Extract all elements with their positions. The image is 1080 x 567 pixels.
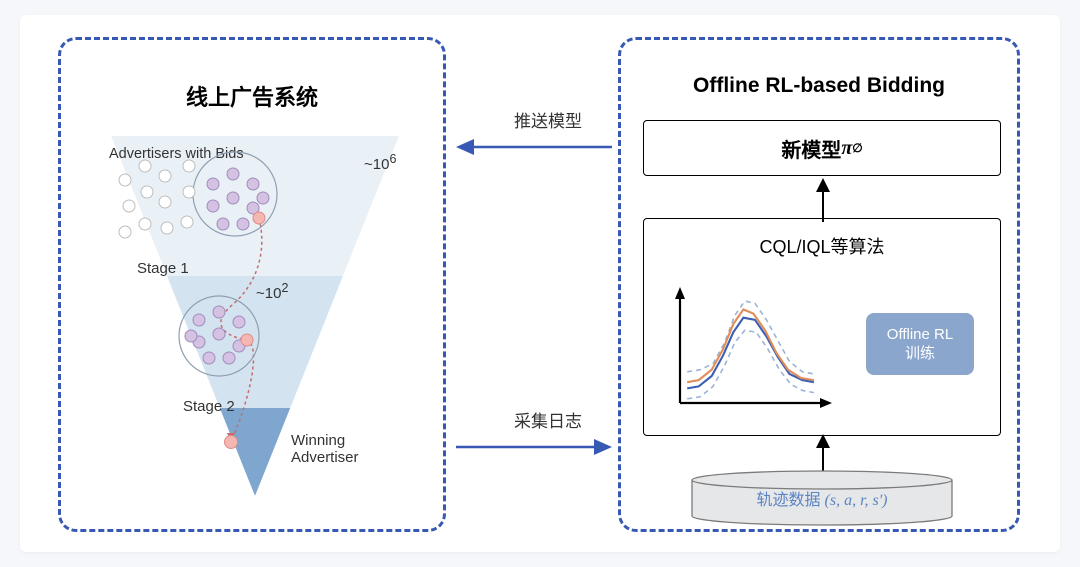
pi-symbol: π bbox=[841, 137, 852, 160]
trajectory-label: 轨迹数据 (s, a, r, sʹ) bbox=[687, 486, 957, 510]
funnel-dots bbox=[111, 136, 399, 500]
new-model-prefix: 新模型 bbox=[781, 134, 841, 163]
right-panel: Offline RL-based Bidding 新模型 π ∅ CQL/IQL… bbox=[618, 37, 1020, 532]
badge-line1: Offline RL bbox=[887, 325, 953, 345]
label-collect-log: 采集日志 bbox=[498, 407, 598, 432]
algorithm-box: CQL/IQL等算法 Offline RL 训练 bbox=[643, 218, 1001, 436]
arrow-data-up bbox=[813, 434, 833, 474]
left-panel: 线上广告系统 Advertisers with Bids ~106 Stage … bbox=[58, 37, 446, 532]
arrow-model-up bbox=[813, 178, 833, 222]
new-model-box: 新模型 π ∅ bbox=[643, 120, 1001, 176]
algo-label: CQL/IQL等算法 bbox=[644, 233, 1000, 259]
arrow-collect-log bbox=[452, 433, 616, 461]
trajectory-cylinder: 轨迹数据 (s, a, r, sʹ) bbox=[687, 470, 957, 526]
diagram-canvas: 线上广告系统 Advertisers with Bids ~106 Stage … bbox=[20, 15, 1060, 552]
label-push-model: 推送模型 bbox=[498, 107, 598, 132]
arrow-push-model bbox=[452, 133, 616, 161]
funnel: Advertisers with Bids ~106 Stage 1 ~102 … bbox=[111, 136, 399, 500]
badge-line2: 训练 bbox=[887, 344, 953, 364]
left-panel-title: 线上广告系统 bbox=[61, 80, 443, 112]
pi-subscript: ∅ bbox=[852, 141, 862, 156]
training-chart bbox=[666, 285, 836, 417]
offline-rl-badge: Offline RL 训练 bbox=[866, 313, 974, 375]
right-panel-title: Offline RL-based Bidding bbox=[621, 74, 1017, 98]
